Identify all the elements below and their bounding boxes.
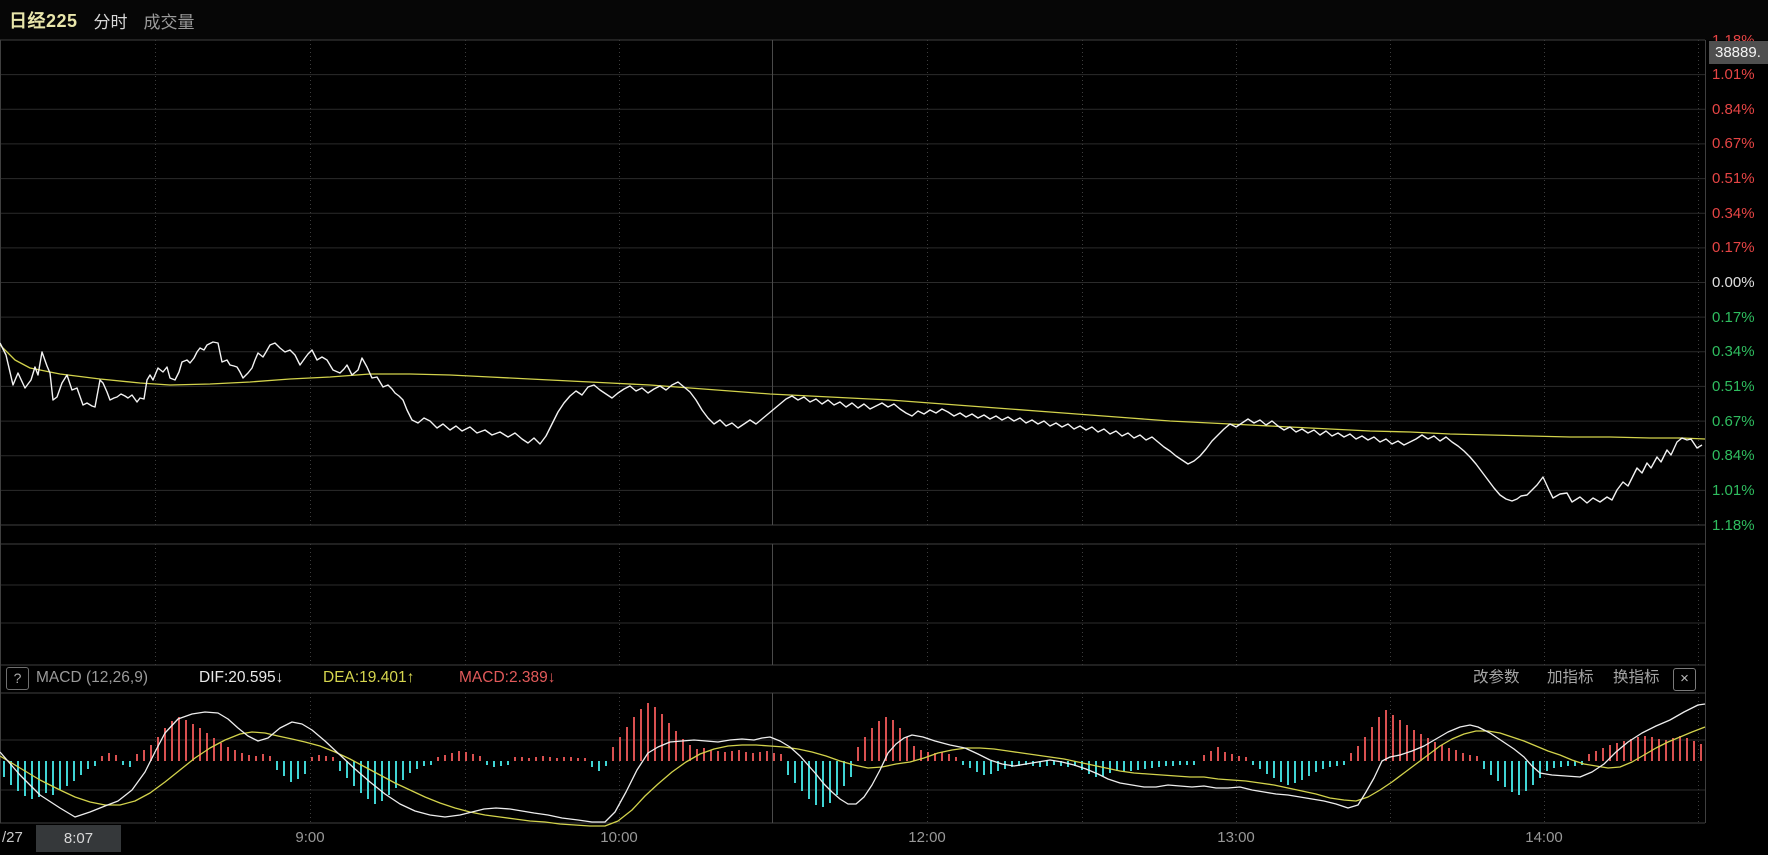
time-label: 13:00	[1217, 829, 1255, 846]
edit-params-button[interactable]: 改参数	[1473, 669, 1520, 686]
right-axis-label: 0.17%	[1712, 239, 1755, 257]
right-axis-label: 0.00%	[1712, 274, 1755, 291]
dea-value: DEA:19.401↑	[323, 669, 415, 686]
date-label: /27	[2, 829, 23, 846]
close-indicator-button[interactable]: ×	[1673, 668, 1696, 691]
right-axis-label: 0.67%	[1712, 135, 1755, 153]
symbol-title: 日经225	[9, 11, 78, 31]
right-axis-label: 0.17%	[1712, 308, 1755, 326]
dif-value: DIF:20.595↓	[199, 669, 284, 686]
right-axis-label: 1.01%	[1712, 481, 1755, 499]
right-axis-label: 0.34%	[1712, 343, 1755, 361]
session-start-badge: 8:07	[36, 825, 121, 852]
time-label: 12:00	[908, 829, 946, 846]
add-indicator-button[interactable]: 加指标	[1547, 669, 1594, 686]
right-axis-label: 0.84%	[1712, 100, 1755, 118]
close-icon: ×	[1680, 670, 1689, 687]
right-axis-label: 0.51%	[1712, 377, 1755, 395]
tab-minute-chart[interactable]: 分时	[93, 12, 128, 32]
right-axis-label: 1.01%	[1712, 66, 1755, 84]
right-axis-label: 0.84%	[1712, 447, 1755, 465]
last-price-badge: 38889.	[1709, 41, 1768, 64]
right-axis-label: 1.18%	[1712, 516, 1755, 534]
right-axis-label: 0.51%	[1712, 170, 1755, 188]
time-label: 9:00	[295, 829, 325, 846]
indicator-params-label: MACD (12,26,9)	[36, 669, 148, 686]
time-label: 14:00	[1525, 829, 1563, 846]
switch-indicator-button[interactable]: 换指标	[1613, 669, 1660, 686]
time-label: 10:00	[600, 829, 638, 846]
macd-value: MACD:2.389↓	[459, 669, 556, 686]
right-axis-label: 0.67%	[1712, 412, 1755, 430]
tab-volume[interactable]: 成交量	[143, 12, 195, 32]
time-axis: /27 8:07 9:00 10:00 12:00 13:00 14:00	[0, 823, 1768, 855]
indicator-toolbar: ? MACD (12,26,9) DIF:20.595↓ DEA:19.401↑…	[0, 663, 1768, 693]
indicator-help-button[interactable]: ?	[6, 667, 29, 690]
right-axis-label: 0.34%	[1712, 204, 1755, 222]
chart-header: 日经225 分时 成交量	[0, 0, 1768, 40]
